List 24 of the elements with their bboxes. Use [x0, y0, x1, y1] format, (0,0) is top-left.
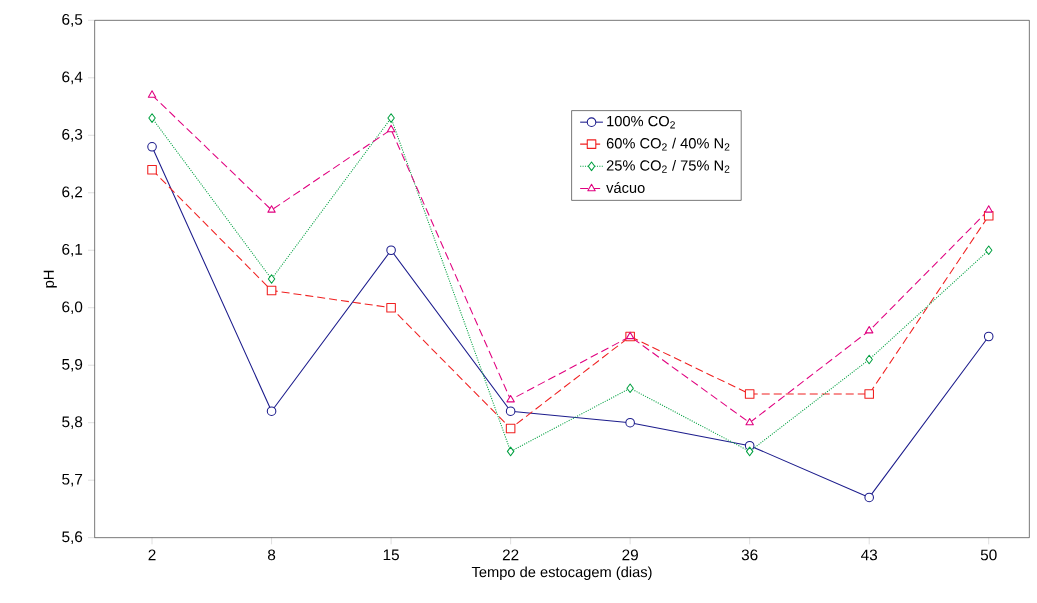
- x-tick-label: 43: [861, 549, 878, 561]
- y-tick-label: 5,8: [62, 416, 83, 430]
- x-tick-label: 22: [502, 549, 519, 561]
- x-tick-label: 15: [383, 549, 399, 561]
- legend-label: 25% CO$_{2}$ / 75% N$_{2}$: [606, 159, 730, 173]
- y-tick-label: 6,2: [62, 186, 83, 200]
- y-tick-label: 6,5: [62, 14, 83, 27]
- legend-label: vácuo: [606, 182, 645, 193]
- y-tick-label: 6,4: [62, 71, 83, 85]
- x-tick-label: 29: [622, 549, 638, 561]
- x-tick-label: 50: [980, 549, 997, 561]
- legend-label: 60% CO$_{2}$ / 40% N$_{2}$: [606, 137, 730, 151]
- x-axis-title: Tempo de estocagem (dias): [471, 566, 652, 581]
- y-axis-title: pH: [43, 270, 57, 288]
- legend-label: 100% CO$_{2}$: [607, 115, 675, 129]
- x-tick-label: 8: [267, 549, 276, 561]
- y-tick-label: 6,0: [62, 301, 83, 315]
- y-tick-label: 6,1: [62, 243, 83, 257]
- y-tick-label: 6,3: [62, 128, 83, 142]
- y-tick-label: 5,6: [62, 531, 83, 544]
- x-tick-label: 36: [741, 549, 758, 561]
- x-tick-label: 2: [148, 549, 156, 561]
- y-tick-label: 5,9: [62, 358, 83, 372]
- y-tick-label: 5,7: [62, 473, 83, 487]
